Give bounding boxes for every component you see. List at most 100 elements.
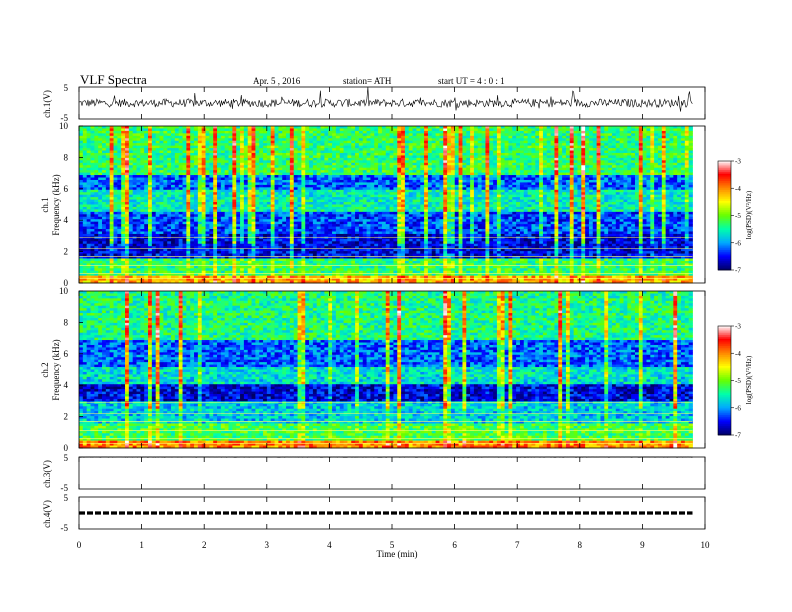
spectrogram-cell xyxy=(194,199,199,203)
spectrogram-cell xyxy=(477,155,482,159)
spectrogram-cell xyxy=(489,130,494,134)
spectrogram-cell xyxy=(424,135,429,139)
spectrogram-cell xyxy=(665,167,670,171)
spectrogram-cell xyxy=(565,128,571,132)
spectrogram-cell xyxy=(289,140,295,144)
spectrogram-cell xyxy=(128,140,134,144)
spectrogram-cell xyxy=(102,177,107,181)
spectrogram-cell xyxy=(90,133,95,137)
spectrogram-cell xyxy=(320,140,325,144)
spectrogram-cell xyxy=(297,133,302,137)
spectrogram-cell xyxy=(374,177,379,181)
spectrogram-cell xyxy=(458,162,463,166)
spectrogram-cell xyxy=(585,167,590,171)
spectrogram-cell xyxy=(420,194,425,198)
spectrogram-cell xyxy=(132,192,137,196)
spectrogram-cell xyxy=(148,165,153,169)
spectrogram-cell xyxy=(539,138,544,142)
spectrogram-cell xyxy=(378,138,383,142)
spectrogram-cell xyxy=(236,128,241,132)
spectrogram-cell xyxy=(454,199,459,203)
spectrogram-cell xyxy=(573,145,578,149)
spectrogram-cell xyxy=(631,133,636,137)
spectrogram-cell xyxy=(132,184,137,188)
spectrogram-cell xyxy=(680,172,686,176)
spectrogram-cell xyxy=(684,167,690,171)
spectrogram-cell xyxy=(435,172,440,176)
spectrogram-cell xyxy=(443,165,448,169)
spectrogram-cell xyxy=(186,160,191,164)
spectrogram-cell xyxy=(301,167,306,171)
spectrogram-cell xyxy=(186,199,191,203)
spectrogram-cell xyxy=(401,148,406,151)
spectrogram-cell xyxy=(140,126,145,129)
spectrogram-cell xyxy=(542,165,548,169)
spectrogram-cell xyxy=(420,133,425,137)
spectrogram-cell xyxy=(539,189,544,193)
spectrogram-cell xyxy=(205,145,210,149)
spectrogram-cell xyxy=(393,138,398,142)
spectrogram-cell xyxy=(512,192,517,196)
spectrogram-cell xyxy=(389,189,394,193)
spectrogram-cell xyxy=(657,133,663,137)
spectrogram-cell xyxy=(477,199,482,203)
spectrogram-cell xyxy=(247,192,252,196)
spectrogram-cell xyxy=(343,143,348,147)
spectrogram-cell xyxy=(347,160,352,164)
spectrogram-cell xyxy=(677,157,682,161)
spectrogram-cell xyxy=(140,133,145,137)
spectrogram-cell xyxy=(136,199,141,203)
spectrogram-cell xyxy=(481,165,486,169)
spectrogram-cell xyxy=(477,143,482,147)
spectrogram-cell xyxy=(94,140,99,144)
spectrogram-cell xyxy=(297,192,302,196)
spectrogram-cell xyxy=(282,152,287,156)
spectrogram-cell xyxy=(228,170,233,174)
spectrogram-cell xyxy=(519,138,525,142)
spectrogram-cell xyxy=(427,148,433,151)
spectrogram-cell xyxy=(155,143,160,147)
spectrogram-cell xyxy=(565,167,571,171)
spectrogram-cell xyxy=(493,182,498,186)
spectrogram-cell xyxy=(121,172,126,176)
spectrogram-cell xyxy=(500,145,505,149)
spectrogram-cell xyxy=(362,199,367,203)
spectrogram-cell xyxy=(542,175,548,178)
spectrogram-cell xyxy=(98,126,103,129)
spectrogram-cell xyxy=(615,152,621,156)
spectrogram-cell xyxy=(393,170,398,174)
spectrogram-cell xyxy=(301,187,306,191)
spectrogram-cell xyxy=(117,182,122,186)
spectrogram-cell xyxy=(512,199,517,203)
spectrogram-cell xyxy=(366,148,371,151)
spectrogram-cell xyxy=(309,148,314,151)
spectrogram-cell xyxy=(266,177,272,181)
spectrogram-cell xyxy=(531,172,536,176)
spectrogram-cell xyxy=(140,189,145,193)
spectrogram-cell xyxy=(148,148,153,151)
spectrogram-cell xyxy=(527,140,532,144)
spectrogram-cell xyxy=(481,184,486,188)
spectrogram-cell xyxy=(305,162,310,166)
spectrogram-cell xyxy=(270,194,275,198)
spectrogram-cell xyxy=(401,152,406,156)
spectrogram-cell xyxy=(240,145,245,149)
spectrogram-cell xyxy=(224,160,229,164)
spectrogram-cell xyxy=(450,145,456,149)
spectrogram-cell xyxy=(213,197,218,200)
spectrogram-cell xyxy=(190,192,195,196)
spectrogram-cell xyxy=(335,175,341,178)
spectrogram-cell xyxy=(573,177,578,181)
spectrogram-cell xyxy=(654,128,659,132)
spectrogram-cell xyxy=(174,182,180,186)
spectrogram-cell xyxy=(151,155,157,159)
spectrogram-cell xyxy=(163,179,168,183)
spectrogram-cell xyxy=(600,162,605,166)
spectrogram-cell xyxy=(397,172,402,176)
spectrogram-cell xyxy=(351,128,356,132)
spectrogram-cell xyxy=(424,179,429,183)
spectrogram-cell xyxy=(324,150,329,154)
spectrogram-cell xyxy=(90,138,95,142)
spectrogram-cell xyxy=(293,170,298,174)
spectrogram-cell xyxy=(140,152,145,156)
